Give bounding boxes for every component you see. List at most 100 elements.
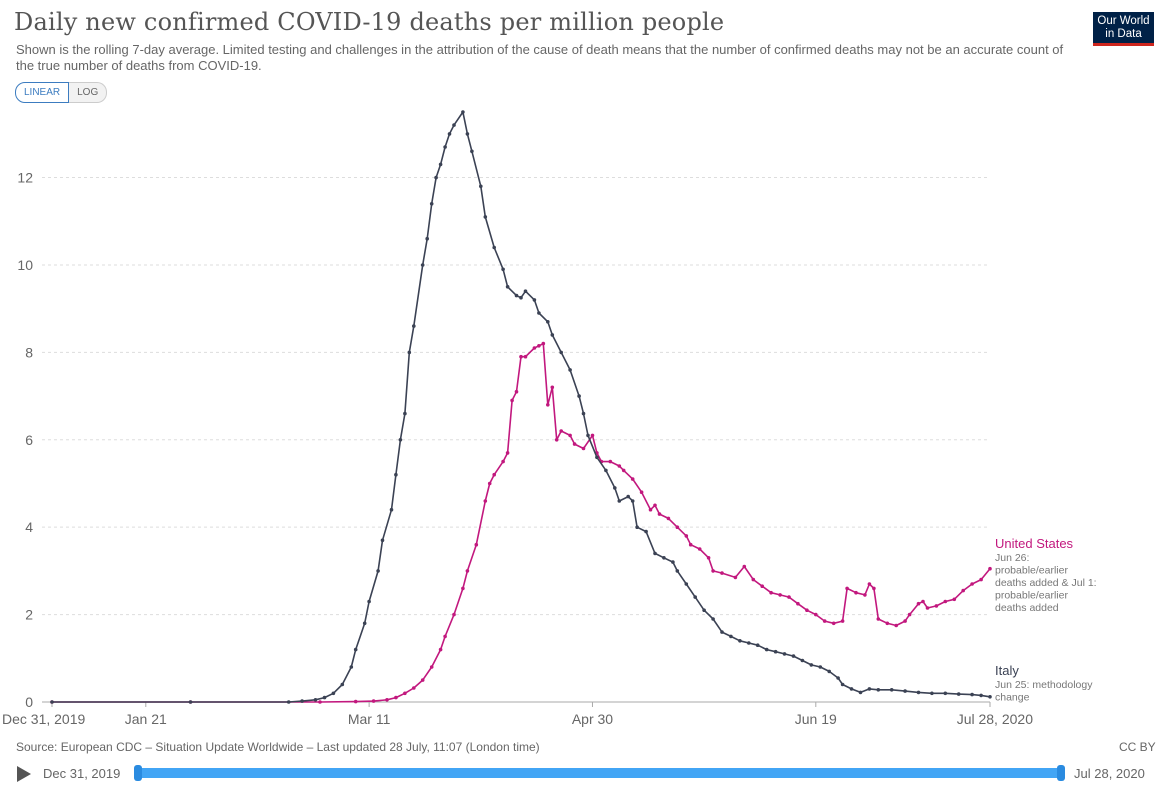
data-point[interactable] <box>805 608 809 612</box>
data-point[interactable] <box>720 630 724 634</box>
data-point[interactable] <box>546 403 550 407</box>
data-point[interactable] <box>751 577 756 582</box>
data-point[interactable] <box>836 676 840 680</box>
data-point[interactable] <box>425 236 430 241</box>
data-point[interactable] <box>876 688 881 692</box>
data-point[interactable] <box>688 542 693 547</box>
data-point[interactable] <box>510 398 514 403</box>
data-point[interactable] <box>559 429 563 433</box>
data-point[interactable] <box>429 665 434 669</box>
data-point[interactable] <box>988 566 992 571</box>
data-point[interactable] <box>514 293 519 298</box>
data-point[interactable] <box>889 688 894 692</box>
data-point[interactable] <box>657 512 662 516</box>
data-point[interactable] <box>662 556 666 560</box>
data-point[interactable] <box>470 149 474 154</box>
data-point[interactable] <box>930 691 934 696</box>
play-icon[interactable] <box>17 766 31 782</box>
data-point[interactable] <box>916 601 921 606</box>
data-point[interactable] <box>755 643 760 647</box>
data-point[interactable] <box>827 669 831 674</box>
data-point[interactable] <box>849 687 854 691</box>
data-point[interactable] <box>394 695 398 700</box>
data-point[interactable] <box>420 678 425 682</box>
data-point[interactable] <box>845 586 849 591</box>
data-point[interactable] <box>818 665 823 669</box>
license-link[interactable]: CC BY <box>1119 740 1156 754</box>
data-point[interactable] <box>581 411 586 416</box>
data-point[interactable] <box>403 691 407 696</box>
data-point[interactable] <box>840 619 845 623</box>
data-point[interactable] <box>420 263 425 267</box>
data-point[interactable] <box>362 621 367 626</box>
data-point[interactable] <box>443 145 447 149</box>
data-point[interactable] <box>537 344 541 348</box>
data-point[interactable] <box>729 634 733 639</box>
data-point[interactable] <box>613 486 617 490</box>
data-point[interactable] <box>742 564 747 569</box>
data-point[interactable] <box>331 691 336 696</box>
data-point[interactable] <box>840 682 845 687</box>
data-point[interactable] <box>568 368 572 372</box>
data-point[interactable] <box>568 433 572 438</box>
data-point[interactable] <box>903 619 907 623</box>
data-point[interactable] <box>872 586 876 591</box>
data-point[interactable] <box>322 695 327 700</box>
data-point[interactable] <box>675 525 680 529</box>
data-point[interactable] <box>501 267 505 272</box>
data-point[interactable] <box>711 569 715 573</box>
data-point[interactable] <box>720 571 724 575</box>
timeline-start-handle[interactable] <box>134 765 142 781</box>
timeline-end-handle[interactable] <box>1057 765 1065 781</box>
data-point[interactable] <box>782 652 787 656</box>
data-point[interactable] <box>876 617 881 621</box>
data-point[interactable] <box>961 588 965 593</box>
data-point[interactable] <box>653 503 657 508</box>
data-point[interactable] <box>429 202 434 206</box>
data-point[interactable] <box>438 162 443 167</box>
data-point[interactable] <box>671 560 675 564</box>
data-point[interactable] <box>747 641 751 645</box>
data-point[interactable] <box>492 245 497 250</box>
data-point[interactable] <box>894 623 898 628</box>
data-point[interactable] <box>621 468 626 473</box>
data-point[interactable] <box>434 175 438 180</box>
data-point[interactable] <box>353 647 358 652</box>
data-point[interactable] <box>684 534 689 538</box>
data-point[interactable] <box>447 132 452 136</box>
data-point[interactable] <box>188 700 193 704</box>
data-point[interactable] <box>952 597 957 602</box>
data-point[interactable] <box>483 215 488 219</box>
data-point[interactable] <box>286 700 291 704</box>
data-point[interactable] <box>988 695 992 699</box>
data-point[interactable] <box>492 472 497 477</box>
data-point[interactable] <box>581 446 586 451</box>
data-point[interactable] <box>465 569 470 573</box>
data-point[interactable] <box>787 595 791 599</box>
data-point[interactable] <box>532 298 537 302</box>
data-point[interactable] <box>483 499 488 503</box>
data-point[interactable] <box>916 690 921 695</box>
data-point[interactable] <box>403 411 407 416</box>
data-point[interactable] <box>822 619 827 623</box>
data-point[interactable] <box>380 538 385 543</box>
data-point[interactable] <box>934 604 939 608</box>
data-point[interactable] <box>956 692 961 696</box>
data-point[interactable] <box>523 289 528 294</box>
data-point[interactable] <box>702 608 706 612</box>
data-point[interactable] <box>300 699 304 703</box>
data-point[interactable] <box>764 647 769 652</box>
data-point[interactable] <box>412 686 416 690</box>
data-point[interactable] <box>979 693 983 698</box>
data-point[interactable] <box>970 582 974 586</box>
data-point[interactable] <box>50 700 54 704</box>
data-point[interactable] <box>474 542 479 547</box>
data-point[interactable] <box>858 690 863 695</box>
data-point[interactable] <box>371 699 376 703</box>
data-point[interactable] <box>630 499 635 503</box>
data-point[interactable] <box>443 634 447 639</box>
data-point[interactable] <box>796 601 800 606</box>
data-point[interactable] <box>925 606 930 610</box>
data-point[interactable] <box>635 525 639 529</box>
data-point[interactable] <box>412 324 416 328</box>
